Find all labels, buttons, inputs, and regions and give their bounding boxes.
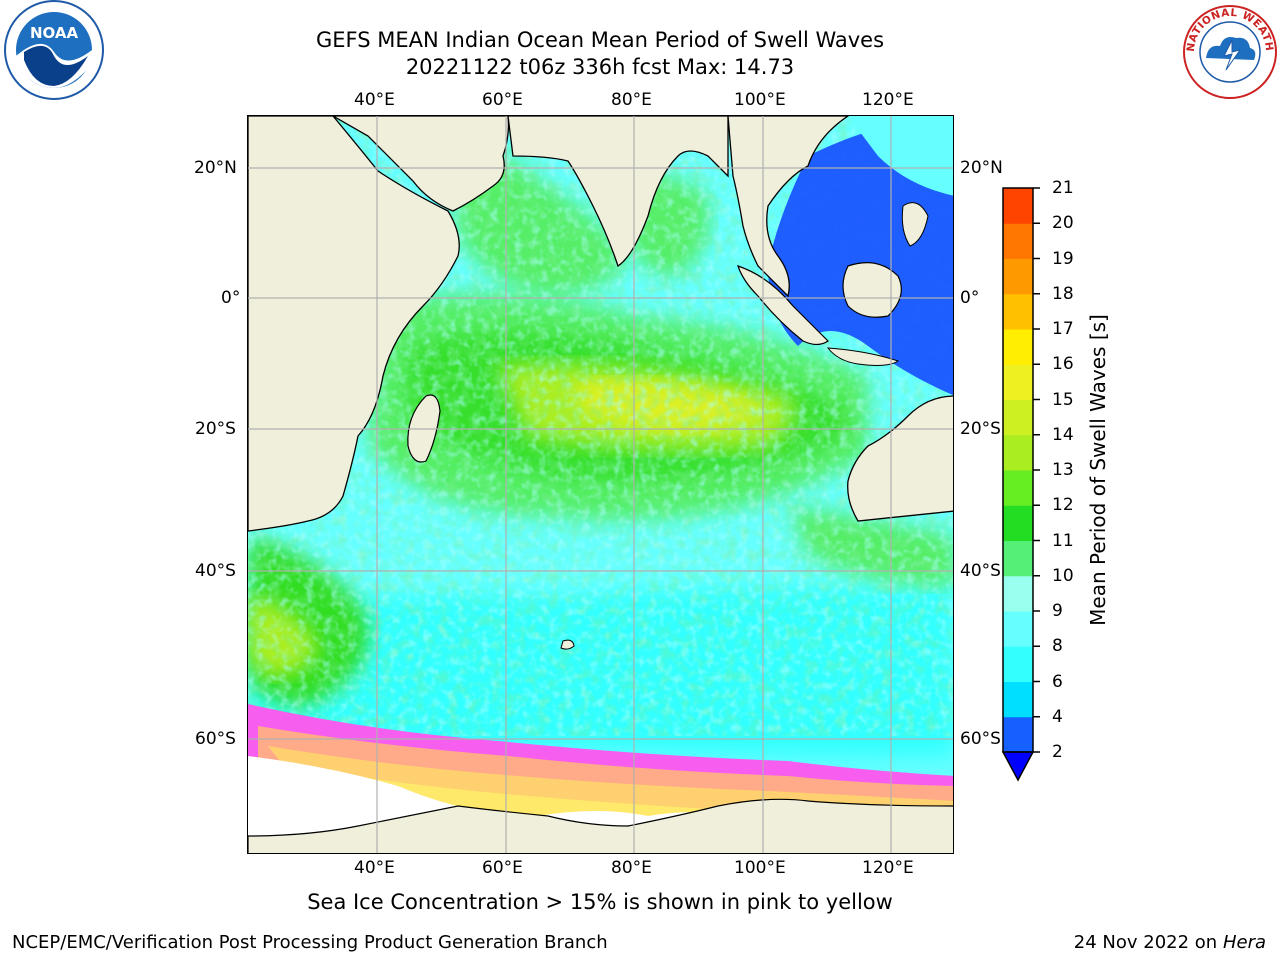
swell-period-map	[247, 115, 954, 854]
date-credit-machine: Hera	[1222, 932, 1266, 953]
nws-logo: NATIONAL WEATHER SERVICE	[1180, 0, 1277, 99]
india-land	[507, 116, 729, 268]
lon-tick-top-40e: 40°E	[354, 90, 395, 110]
lon-tick-top-60e: 60°E	[482, 90, 523, 110]
colorbar-level-label: 12	[1052, 495, 1074, 516]
lon-tick-bottom-60e: 60°E	[482, 858, 523, 878]
colorbar-level-label: 15	[1052, 389, 1074, 410]
colorbar-level-label: 20	[1052, 213, 1074, 234]
lat-tick-right-60s: 60°S	[960, 729, 1001, 749]
colorbar-bin	[1003, 188, 1033, 224]
colorbar-level-label: 2	[1052, 742, 1063, 762]
colorbar-bin	[1003, 716, 1033, 753]
lon-tick-bottom-100e: 100°E	[734, 858, 786, 878]
colorbar-bin	[1003, 399, 1033, 436]
lon-tick-top-80e: 80°E	[611, 90, 652, 110]
lon-tick-top-120e: 120°E	[862, 90, 914, 110]
colorbar-level-label: 16	[1052, 354, 1074, 375]
colorbar-bin	[1003, 505, 1033, 541]
colorbar-level-label: 19	[1052, 248, 1074, 269]
africa-land	[248, 116, 460, 532]
java-land	[826, 347, 900, 366]
noaa-logo: NOAA	[4, 0, 104, 100]
lat-tick-left-0: 0°	[221, 288, 241, 308]
colorbar-bin	[1003, 434, 1033, 471]
colorbar-bin	[1003, 575, 1033, 612]
colorbar-level-label: 6	[1052, 671, 1063, 692]
map-gridlines	[248, 116, 953, 853]
lat-tick-right-40s: 40°S	[960, 561, 1001, 581]
swell-low-southeast-asia	[768, 116, 953, 396]
indochina-land	[727, 116, 850, 298]
lat-tick-right-20n: 20°N	[960, 158, 1003, 178]
colorbar-bin	[1003, 223, 1033, 259]
noaa-logo-text: NOAA	[30, 24, 79, 42]
colorbar-level-label: 10	[1052, 565, 1074, 586]
lon-tick-bottom-80e: 80°E	[611, 858, 652, 878]
colorbar-level-label: 4	[1052, 706, 1063, 727]
colorbar-level-label: 9	[1052, 601, 1063, 621]
date-credit: 24 Nov 2022 on Hera	[1074, 932, 1266, 953]
borneo-land	[842, 262, 902, 318]
chart-subtitle: 20221122 t06z 336h fcst Max: 14.73	[405, 55, 795, 79]
antarctica-land	[248, 798, 953, 853]
colorbar-bin	[1003, 293, 1033, 330]
kerguelen-land	[560, 639, 575, 650]
colorbar-under-triangle	[1001, 751, 1035, 782]
colorbar-bin	[1003, 611, 1033, 647]
lat-tick-left-20s: 20°S	[195, 419, 236, 439]
colorbar-level-label: 8	[1052, 636, 1063, 657]
lat-tick-left-60s: 60°S	[195, 729, 236, 749]
australia-land	[847, 395, 953, 522]
colorbar-bin	[1003, 470, 1033, 506]
date-credit-date: 24 Nov 2022 on	[1073, 932, 1218, 953]
colorbar-level-label: 14	[1052, 424, 1074, 445]
colorbar-level-label: 11	[1052, 530, 1074, 551]
philippines-land	[901, 202, 929, 247]
lon-tick-bottom-120e: 120°E	[862, 858, 914, 878]
colorbar-bin	[1003, 646, 1033, 682]
colorbar-level-label: 13	[1052, 460, 1074, 480]
colorbar-bin	[1003, 258, 1033, 295]
colorbar-level-label: 18	[1052, 283, 1074, 304]
lat-tick-right-20s: 20°S	[960, 419, 1001, 439]
sumatra-land	[737, 265, 829, 346]
lat-tick-left-20n: 20°N	[194, 158, 237, 178]
swell-pacific-edge	[848, 116, 953, 196]
lon-tick-top-100e: 100°E	[734, 90, 786, 110]
lat-tick-right-0: 0°	[960, 288, 980, 308]
colorbar-level-label: 17	[1052, 319, 1074, 339]
colorbar-bin	[1003, 364, 1033, 400]
colorbar	[1001, 187, 1040, 782]
sea-ice-footnote: Sea Ice Concentration > 15% is shown in …	[307, 890, 893, 914]
colorbar-bin	[1003, 329, 1033, 365]
colorbar-bin	[1003, 540, 1033, 577]
producer-credit: NCEP/EMC/Verification Post Processing Pr…	[12, 932, 608, 953]
lon-tick-bottom-40e: 40°E	[354, 858, 395, 878]
colorbar-title: Mean Period of Swell Waves [s]	[1086, 314, 1110, 626]
colorbar-bin	[1003, 681, 1033, 718]
chart-title: GEFS MEAN Indian Ocean Mean Period of Sw…	[315, 28, 885, 52]
ocean-swell-field	[248, 116, 953, 853]
colorbar-level-label: 21	[1052, 178, 1074, 198]
lat-tick-left-40s: 40°S	[195, 561, 236, 581]
